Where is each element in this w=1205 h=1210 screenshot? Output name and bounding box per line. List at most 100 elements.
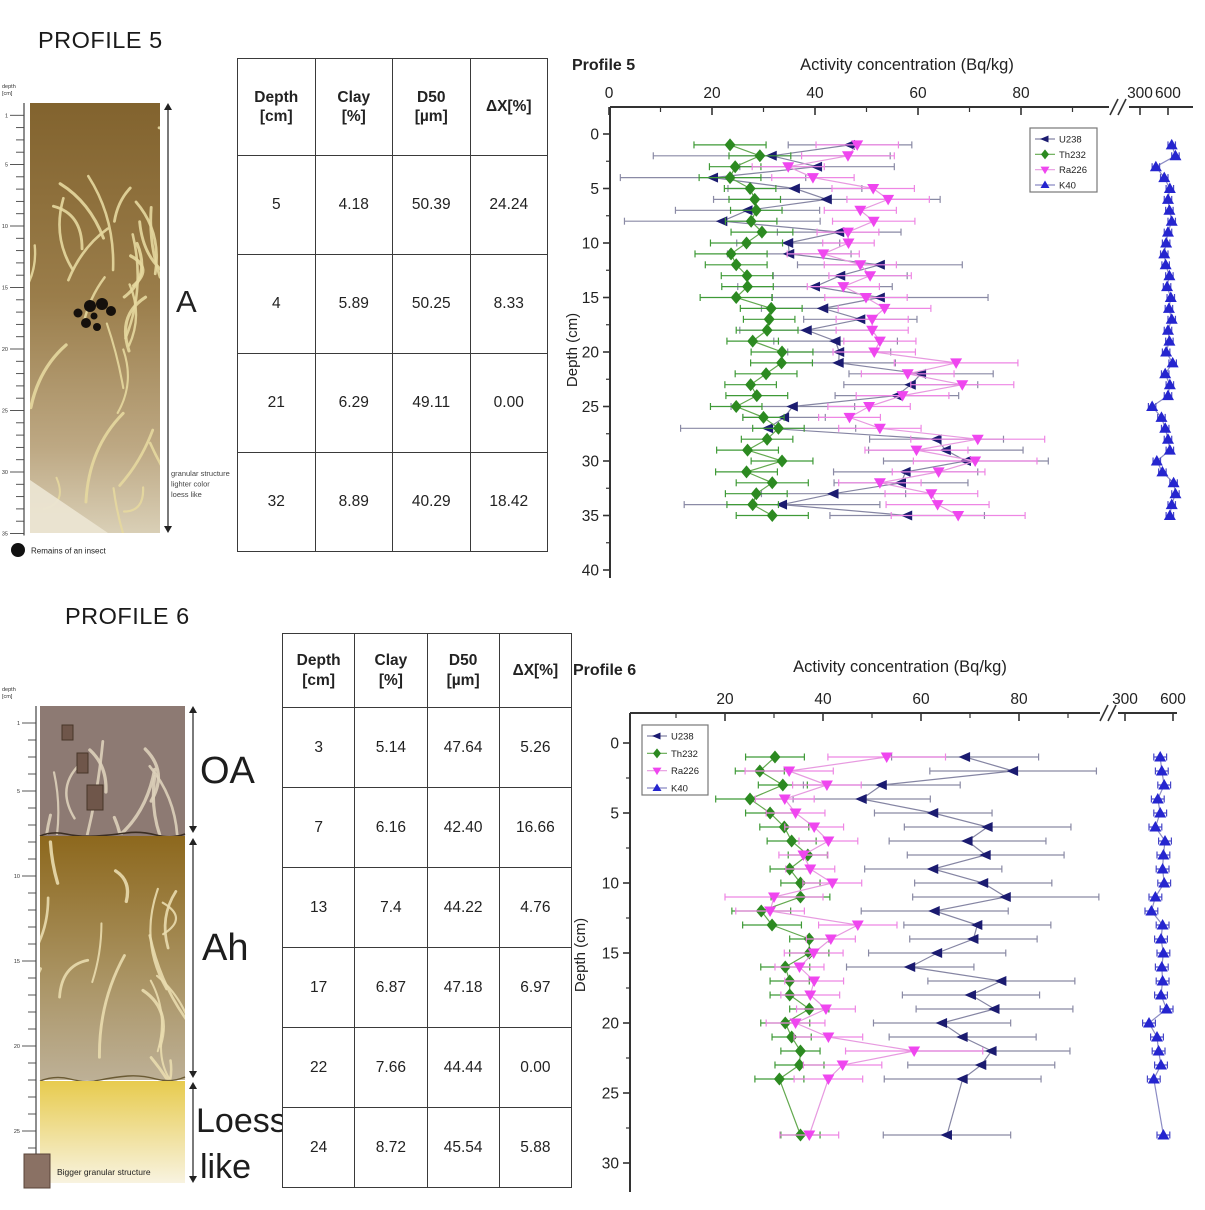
root-trace bbox=[52, 204, 84, 251]
down-triangle-marker bbox=[783, 766, 796, 777]
ruler-number: 10 bbox=[14, 874, 20, 880]
up-triangle-marker bbox=[1163, 182, 1176, 193]
left-triangle-marker bbox=[970, 920, 983, 930]
up-triangle-marker bbox=[1155, 989, 1167, 1000]
diamond-marker bbox=[766, 918, 778, 932]
table-cell: 6.87 bbox=[354, 947, 428, 1028]
up-triangle-marker bbox=[1166, 356, 1179, 368]
root-trace bbox=[88, 748, 108, 794]
diamond-marker bbox=[653, 748, 661, 759]
left-triangle-marker bbox=[827, 488, 839, 499]
up-triangle-marker bbox=[1157, 947, 1170, 958]
diamond-marker bbox=[730, 400, 742, 413]
diamond-marker bbox=[751, 389, 763, 403]
down-triangle-marker bbox=[789, 808, 802, 819]
table-cell: 7.66 bbox=[354, 1027, 428, 1108]
left-triangle-marker bbox=[988, 1004, 1000, 1014]
diamond-marker bbox=[724, 138, 736, 152]
up-triangle-marker bbox=[1165, 138, 1178, 150]
left-triangle-marker bbox=[652, 732, 661, 740]
diamond-marker bbox=[766, 476, 778, 490]
root-trace bbox=[113, 186, 132, 223]
table-row: 13 7.4 44.22 4.76 bbox=[281, 867, 573, 948]
profile5-table: Depth [cm] Clay [%] D50 [µm] ΔX[%] 5 4.18 50.39 24… bbox=[237, 58, 548, 552]
x-tick-label: 40 bbox=[806, 85, 824, 102]
y-tick-label: 25 bbox=[602, 1086, 619, 1103]
left-triangle-marker bbox=[935, 1018, 948, 1028]
down-triangle-marker bbox=[873, 423, 886, 435]
horizon-label-oa: OA bbox=[200, 750, 256, 792]
root-trace bbox=[149, 979, 163, 1053]
up-triangle-marker bbox=[1157, 849, 1170, 860]
x-tick-label: 600 bbox=[1160, 691, 1186, 708]
down-triangle-marker bbox=[797, 850, 810, 861]
left-triangle-marker bbox=[961, 836, 973, 846]
root-trace bbox=[91, 922, 103, 984]
up-triangle-marker bbox=[1161, 280, 1174, 292]
table-cell: 6.97 bbox=[498, 947, 573, 1028]
left-triangle-marker bbox=[832, 357, 844, 368]
up-triangle-marker bbox=[1158, 779, 1171, 790]
root-trace bbox=[112, 815, 122, 835]
diamond-marker bbox=[776, 356, 788, 370]
ruler-title: depth bbox=[2, 687, 16, 693]
down-triangle-marker bbox=[854, 205, 867, 217]
root-trace bbox=[163, 890, 178, 950]
y-axis-title: Depth (cm) bbox=[572, 918, 589, 992]
root-trace bbox=[48, 840, 60, 885]
arrowhead-icon bbox=[189, 1082, 197, 1089]
left-triangle-marker bbox=[985, 1046, 997, 1056]
ruler-number: 25 bbox=[14, 1129, 20, 1135]
down-triangle-marker bbox=[652, 767, 662, 776]
x-tick-label: 60 bbox=[912, 691, 930, 708]
table-row: 7 6.16 42.40 16.66 bbox=[281, 787, 573, 868]
down-triangle-marker bbox=[824, 934, 837, 945]
left-triangle-marker bbox=[775, 499, 788, 510]
up-triangle-marker bbox=[1145, 905, 1158, 916]
chart-title: Activity concentration (Bq/kg) bbox=[793, 658, 1007, 676]
down-triangle-marker bbox=[952, 511, 965, 522]
profile6-table: Depth [cm] Clay [%] D50 [µm] ΔX[%] 3 5.14 47.64 5.… bbox=[281, 633, 573, 1188]
up-triangle-marker bbox=[1160, 346, 1173, 357]
chart-legend: U238 Th232 Ra226 K40 bbox=[1029, 127, 1098, 193]
down-triangle-marker bbox=[789, 1018, 802, 1029]
left-triangle-marker bbox=[928, 906, 940, 916]
table-cell: 44.22 bbox=[426, 867, 500, 948]
root-trace bbox=[84, 411, 125, 504]
annotation-line: granular structure bbox=[171, 469, 230, 478]
table-row: 22 7.66 44.44 0.00 bbox=[281, 1027, 573, 1108]
up-triangle-marker bbox=[1143, 1017, 1155, 1028]
down-triangle-marker bbox=[908, 1046, 921, 1057]
up-triangle-marker bbox=[1169, 487, 1182, 499]
legend-label: Ra226 bbox=[671, 766, 699, 777]
soil-column-decor bbox=[30, 126, 160, 533]
up-triangle-marker bbox=[1163, 378, 1176, 390]
table-cell: 22 bbox=[281, 1027, 356, 1108]
down-triangle-marker bbox=[819, 1004, 832, 1015]
y-axis-title: Depth (cm) bbox=[564, 313, 581, 387]
series-U238 bbox=[792, 752, 1100, 1140]
diamond-marker bbox=[760, 367, 772, 381]
chart-profile-label: Profile 5 bbox=[572, 57, 635, 74]
table-cell: 13 bbox=[281, 867, 356, 948]
up-triangle-marker bbox=[1155, 765, 1168, 776]
legend-label: Th232 bbox=[1059, 150, 1086, 161]
table-cell: 3 bbox=[281, 707, 356, 788]
annotation-line: lighter color bbox=[171, 480, 210, 489]
x-tick-label: 80 bbox=[1012, 85, 1030, 102]
diamond-marker bbox=[786, 834, 798, 848]
down-triangle-marker bbox=[873, 478, 886, 489]
table-cell: 4 bbox=[237, 254, 316, 354]
diamond-marker bbox=[730, 291, 742, 304]
down-triangle-marker bbox=[896, 391, 909, 402]
ruler-title: [cm] bbox=[2, 91, 13, 97]
diamond-marker bbox=[769, 750, 781, 764]
down-triangle-marker bbox=[863, 402, 876, 413]
table-header-cell: D50 [µm] bbox=[392, 58, 471, 156]
insect-remains-dot bbox=[106, 306, 116, 316]
legend-label: K40 bbox=[671, 784, 688, 795]
table-row: 32 8.89 40.29 18.42 bbox=[237, 452, 548, 552]
down-triangle-marker bbox=[804, 864, 817, 875]
root-trace bbox=[112, 487, 125, 533]
